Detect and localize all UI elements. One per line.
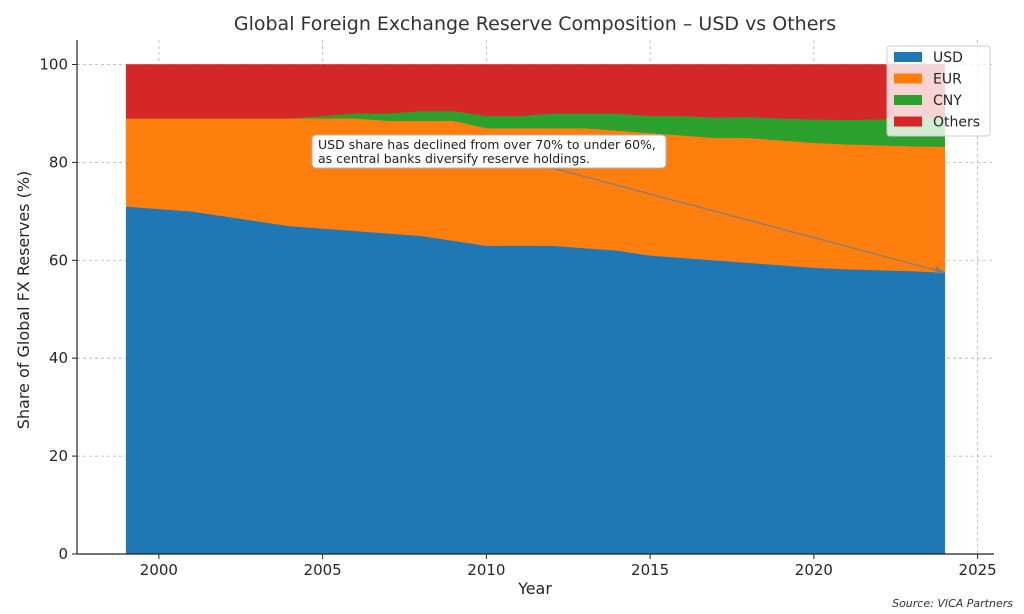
y-tick-label: 100 (39, 55, 68, 73)
legend-swatch-cny (894, 95, 922, 105)
x-tick-label: 2015 (631, 561, 669, 579)
x-tick-label: 2000 (140, 561, 178, 579)
legend-swatch-eur (894, 73, 922, 84)
y-tick-label: 40 (49, 349, 68, 367)
annotation-box (311, 134, 667, 169)
y-axis-label: Share of Global FX Reserves (%) (14, 171, 33, 430)
legend: USD EUR CNY Others (886, 45, 991, 137)
x-axis-label: Year (517, 579, 552, 598)
x-tick-label: 2025 (959, 561, 997, 579)
legend-label-usd: USD (933, 50, 963, 66)
y-tick-label: 60 (49, 251, 68, 269)
x-tick-label: 2010 (467, 561, 505, 579)
legend-swatch-usd (894, 52, 922, 62)
x-axis-ticks: 2000 2005 2010 2015 2020 2025 (140, 554, 997, 579)
annotation-text-line: USD share has declined from over 70% to … (318, 137, 656, 152)
x-tick-label: 2005 (304, 561, 342, 579)
legend-box (886, 45, 991, 137)
y-tick-label: 0 (58, 545, 68, 563)
source-note: Source: VICA Partners (892, 597, 1013, 610)
legend-label-others: Others (933, 115, 980, 131)
annotation-text-line: as central banks diversify reserve holdi… (318, 151, 590, 166)
annotation-arrow (525, 160, 946, 274)
area-others (125, 64, 946, 121)
chart-title: Global Foreign Exchange Reserve Composit… (234, 13, 836, 35)
y-axis-ticks: 0 20 40 60 80 100 (39, 55, 77, 563)
legend-label-eur: EUR (933, 72, 962, 88)
axes (76, 40, 994, 555)
x-tick-label: 2020 (795, 561, 833, 579)
legend-label-cny: CNY (933, 93, 962, 109)
annotation-arrowhead (934, 266, 945, 274)
y-tick-label: 20 (49, 447, 68, 465)
legend-swatch-others (894, 116, 922, 127)
y-tick-label: 80 (49, 153, 68, 171)
annotation: USD share has declined from over 70% to … (311, 134, 946, 274)
